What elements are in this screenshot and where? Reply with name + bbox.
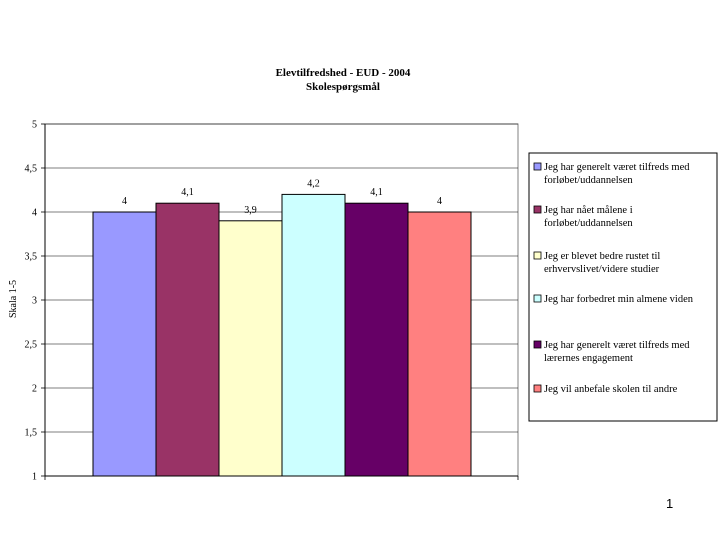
legend-label-5: Jeg har generelt været tilfreds med [544, 340, 690, 351]
y-tick-label: 5 [32, 120, 37, 131]
data-label-1: 4 [122, 196, 127, 207]
legend-swatch-6 [533, 384, 542, 393]
y-tick-label: 2,5 [25, 340, 38, 351]
bar-6 [407, 211, 472, 477]
y-tick-label: 3,5 [25, 252, 38, 263]
legend-swatch-5 [533, 340, 542, 349]
chart-title: Elevtilfredshed - EUD - 2004 [276, 67, 411, 79]
bar-2 [155, 202, 220, 477]
page-number: 1 [666, 496, 674, 511]
legend: Jeg har generelt været tilfreds med forlø… [528, 152, 718, 422]
legend-label-6: Jeg vil anbefale skolen til andre [544, 384, 678, 395]
y-tick-label: 3 [32, 296, 37, 307]
legend-label-1: forløbet/uddannelsen [544, 175, 633, 186]
legend-label-2: Jeg har nået målene i [544, 205, 633, 216]
data-label-2: 4,1 [181, 187, 194, 198]
bar-1 [92, 211, 157, 477]
legend-box [528, 152, 718, 422]
data-label-3: 3,9 [244, 205, 257, 216]
y-tick-label: 1 [32, 472, 37, 483]
legend-label-1: Jeg har generelt været tilfreds med [544, 162, 690, 173]
legend-swatch-4 [533, 294, 542, 303]
legend-swatch-3 [533, 251, 542, 260]
y-axis-label: Skala 1-5 [8, 280, 19, 318]
y-tick-label: 1,5 [25, 428, 38, 439]
y-tick-label: 4,5 [25, 164, 38, 175]
data-label-4: 4,2 [307, 178, 320, 189]
y-tick-label: 2 [32, 384, 37, 395]
data-label-5: 4,1 [370, 187, 383, 198]
legend-label-3: Jeg er blevet bedre rustet til [544, 251, 660, 262]
legend-label-3: erhvervslivet/videre studier [544, 264, 660, 275]
y-tick-label: 4 [32, 208, 37, 219]
legend-swatch-2 [533, 205, 542, 214]
legend-label-5: lærernes engagement [544, 353, 633, 364]
chart-subtitle: Skolespørgsmål [306, 81, 380, 93]
legend-label-4: Jeg har forbedret min almene viden [544, 294, 694, 305]
data-label-6: 4 [437, 196, 442, 207]
bar-5 [344, 202, 409, 477]
bar-3 [218, 220, 283, 477]
legend-label-2: forløbet/uddannelsen [544, 218, 633, 229]
legend-swatch-1 [533, 162, 542, 171]
plot-area: 1 1,5 2 2,5 3 3,5 4 4,5 5 4 4,1 3,9 4,2 4,1 4 [25, 120, 519, 483]
bar-4 [281, 193, 346, 477]
